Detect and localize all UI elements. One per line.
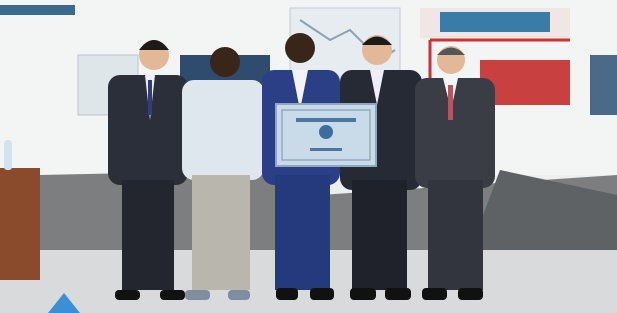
plaque xyxy=(276,104,376,166)
poster-strip xyxy=(0,5,75,15)
water-bottle xyxy=(4,140,12,170)
poster-photo xyxy=(590,55,617,115)
poster-tanks xyxy=(440,12,550,32)
photo xyxy=(0,0,617,313)
page xyxy=(0,0,617,313)
table xyxy=(0,168,40,280)
